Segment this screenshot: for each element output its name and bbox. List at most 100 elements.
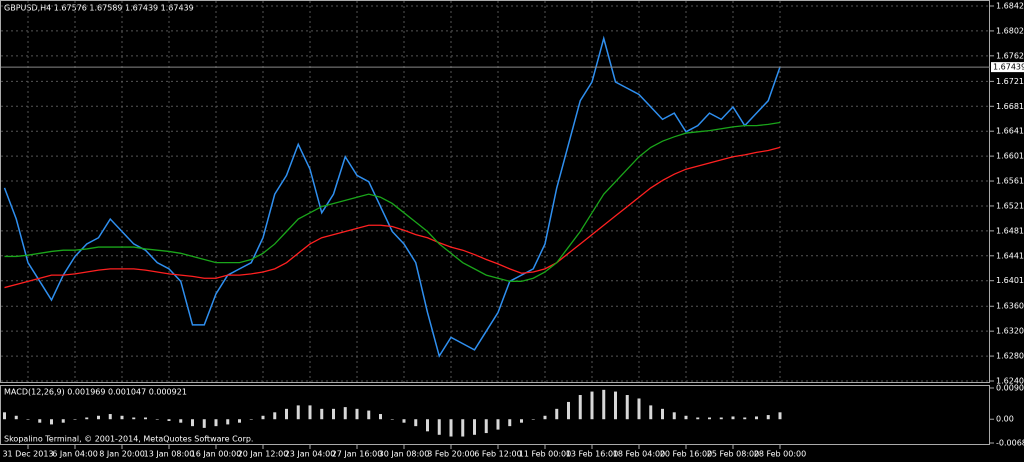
macd-bar — [108, 414, 112, 420]
macd-bar — [520, 419, 523, 423]
macd-bar — [449, 419, 453, 437]
macd-bar — [649, 405, 653, 420]
macd-bar — [461, 419, 465, 437]
macd-bar — [273, 412, 277, 420]
macd-bar — [50, 419, 53, 425]
macd-bar — [26, 419, 30, 420]
y-tick-label: 1.62400 — [996, 377, 1024, 386]
y-tick-label: 1.65610 — [996, 177, 1024, 186]
macd-bar — [496, 419, 500, 430]
macd-bar — [296, 405, 300, 420]
y-tick-label: 1.66010 — [996, 152, 1024, 161]
macd-bar — [696, 417, 700, 420]
macd-bar — [355, 408, 359, 420]
y-tick-label: 1.66810 — [996, 102, 1024, 111]
macd-bar — [672, 412, 676, 420]
macd-bar — [308, 405, 312, 420]
macd-bar — [414, 419, 418, 427]
macd-bar — [531, 419, 535, 420]
y-tick-label: 1.64010 — [996, 276, 1024, 285]
macd-bar — [3, 412, 6, 420]
macd-bar — [555, 408, 559, 420]
x-tick-label: 25 Feb 08:00 — [707, 450, 759, 459]
current-price-label: 1.67439 — [993, 63, 1024, 72]
macd-bar — [661, 408, 664, 420]
x-tick-label: 31 Dec 2013 — [2, 450, 53, 459]
macd-bar — [684, 415, 688, 420]
macd-bar — [614, 391, 617, 420]
y-tick-label: 1.63200 — [996, 327, 1024, 336]
macd-bar — [590, 391, 594, 420]
y-tick-label: 1.67210 — [996, 77, 1024, 86]
macd-bar — [508, 419, 512, 427]
macd-bar — [179, 419, 183, 423]
macd-bar — [191, 419, 194, 427]
y-tick-label: 1.64410 — [996, 251, 1024, 260]
x-tick-label: 16 Jan 00:00 — [191, 450, 242, 459]
y-tick-label: 1.68020 — [996, 26, 1024, 35]
x-tick-label: 6 Jan 04:00 — [52, 450, 98, 459]
macd-bar — [390, 419, 394, 420]
macd-bar — [320, 408, 324, 420]
x-tick-label: 18 Feb 04:00 — [613, 450, 665, 459]
macd-bar — [144, 417, 147, 420]
footer: Skopalino Terminal, © 2001-2014, MetaQuo… — [4, 435, 253, 444]
y-tick-label: 1.65210 — [996, 201, 1024, 210]
x-tick-label: 11 Feb 00:00 — [519, 450, 571, 459]
macd-bar — [755, 416, 758, 420]
macd-bar — [719, 417, 723, 420]
y-tick-label: 1.62800 — [996, 352, 1024, 361]
macd-bar — [743, 417, 747, 420]
macd-bar — [14, 415, 18, 420]
y-tick-label: 0.00 — [996, 415, 1014, 424]
macd-bar — [567, 401, 570, 420]
macd-bar — [249, 419, 253, 420]
macd-bar — [778, 412, 782, 420]
macd-bar — [332, 408, 335, 420]
x-tick-label: 30 Jan 08:00 — [379, 450, 430, 459]
current-price-box — [991, 62, 1024, 73]
y-tick-label: -0.006874 — [996, 439, 1024, 448]
macd-bar — [731, 416, 735, 420]
y-tick-label: 1.66410 — [996, 127, 1024, 136]
macd-bar — [484, 419, 488, 434]
y-tick-label: 0.00903 — [996, 384, 1024, 393]
macd-bar — [61, 419, 65, 423]
macd-bar — [766, 415, 770, 420]
macd-bar — [97, 415, 100, 420]
macd-bar — [426, 419, 429, 432]
macd-bar — [473, 419, 476, 435]
x-tick-label: 23 Jan 04:00 — [285, 450, 336, 459]
macd-bar — [226, 419, 230, 425]
macd-bar — [132, 417, 136, 420]
price-frame — [0, 0, 990, 383]
macd-bar — [402, 419, 406, 423]
macd-bar — [85, 417, 89, 420]
macd-title: MACD(12,26,9) 0.001969 0.001047 0.000921 — [4, 388, 187, 397]
x-tick-label: 13 Jan 08:00 — [144, 450, 195, 459]
macd-bar — [578, 395, 582, 420]
y-tick-label: 1.63600 — [996, 302, 1024, 311]
y-tick-label: 1.67620 — [996, 51, 1024, 60]
macd-bar — [155, 419, 159, 420]
x-tick-label: 28 Feb 00:00 — [754, 450, 806, 459]
x-tick-label: 8 Jan 20:00 — [99, 450, 145, 459]
macd-bar — [602, 389, 606, 420]
x-tick-label: 3 Feb 20:00 — [427, 450, 474, 459]
macd-bar — [637, 398, 641, 420]
chart-title: GBPUSD,H4 1.67576 1.67589 1.67439 1.6743… — [4, 4, 194, 13]
y-tick-label: 1.64810 — [996, 226, 1024, 235]
macd-bar — [343, 407, 347, 420]
price-line — [3, 35, 781, 358]
x-tick-label: 6 Feb 12:00 — [474, 450, 521, 459]
macd-bar — [73, 419, 77, 420]
x-tick-label: 20 Feb 16:00 — [660, 450, 712, 459]
price-line — [4, 121, 781, 282]
macd-frame — [0, 385, 990, 445]
y-tick-label: 1.68420 — [996, 2, 1024, 11]
macd-bar — [167, 419, 171, 421]
macd-bar — [543, 415, 547, 420]
macd-bar — [437, 419, 441, 435]
